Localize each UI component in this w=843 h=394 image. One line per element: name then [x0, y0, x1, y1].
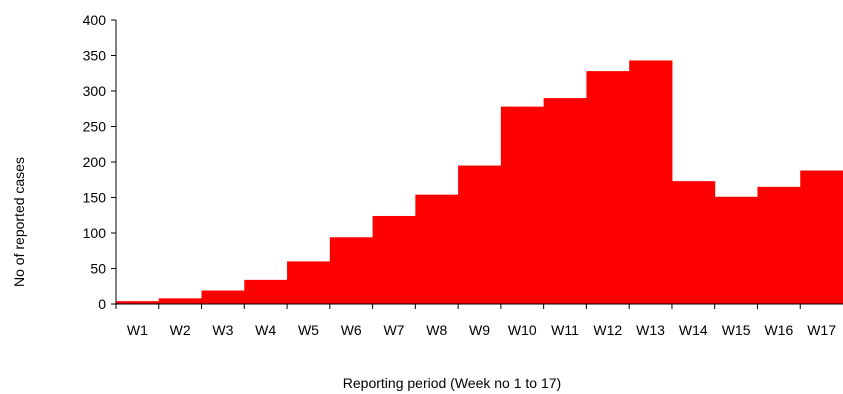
x-axis-title: Reporting period (Week no 1 to 17): [343, 375, 561, 391]
y-tick-label: 50: [90, 261, 106, 277]
y-tick-label: 250: [83, 119, 107, 135]
x-tick-label: W15: [722, 322, 751, 338]
bar-w16: [757, 186, 801, 304]
bar-w9: [458, 165, 502, 304]
y-tick-label: 200: [83, 154, 107, 170]
x-tick-label: W5: [298, 322, 319, 338]
bar-w5: [287, 261, 331, 304]
x-tick-label: W10: [508, 322, 537, 338]
bar-w7: [372, 215, 416, 304]
x-tick-label: W12: [593, 322, 622, 338]
bar-w11: [543, 98, 587, 304]
x-axis-ticks: W1 W2 W3 W4 W5 W6 W7 W8 W9 W10 W11 W12 W13 W14 W15 W16 W…: [115, 304, 836, 338]
y-tick-label: 0: [98, 296, 106, 312]
x-tick-label: W6: [341, 322, 362, 338]
bar-w6: [329, 237, 374, 304]
y-tick-label: 350: [83, 48, 107, 64]
x-tick-label: W7: [383, 322, 404, 338]
bar-w8: [415, 194, 459, 304]
bar-w12: [586, 71, 630, 305]
x-tick-label: W11: [551, 322, 579, 338]
x-tick-label: W13: [636, 322, 665, 338]
bar-w4: [244, 279, 288, 304]
x-tick-label: W4: [255, 322, 276, 338]
x-tick-label: W8: [426, 322, 447, 338]
y-tick-label: 300: [83, 83, 107, 99]
y-axis-ticks: 0 50 100 150 200 250 300 350 400: [83, 12, 116, 312]
x-tick-label: W1: [127, 322, 148, 338]
y-tick-label: 400: [83, 12, 107, 28]
bar-w10: [500, 106, 545, 305]
y-tick-label: 150: [83, 190, 107, 206]
y-tick-label: 100: [83, 225, 107, 241]
bar-w3: [201, 290, 245, 304]
bar-w1: [116, 301, 160, 304]
bar-w2: [158, 298, 203, 304]
bar-series: [116, 60, 843, 305]
x-tick-label: W17: [807, 322, 836, 338]
bar-w13: [629, 60, 673, 304]
bar-w15: [714, 196, 758, 304]
x-tick-label: W9: [469, 322, 490, 338]
x-tick-label: W16: [764, 322, 793, 338]
bar-w14: [671, 181, 716, 304]
bar-w17: [800, 170, 843, 304]
x-tick-label: W2: [170, 322, 191, 338]
x-tick-label: W14: [679, 322, 708, 338]
x-tick-label: W3: [212, 322, 233, 338]
y-axis-title: No of reported cases: [11, 157, 27, 287]
